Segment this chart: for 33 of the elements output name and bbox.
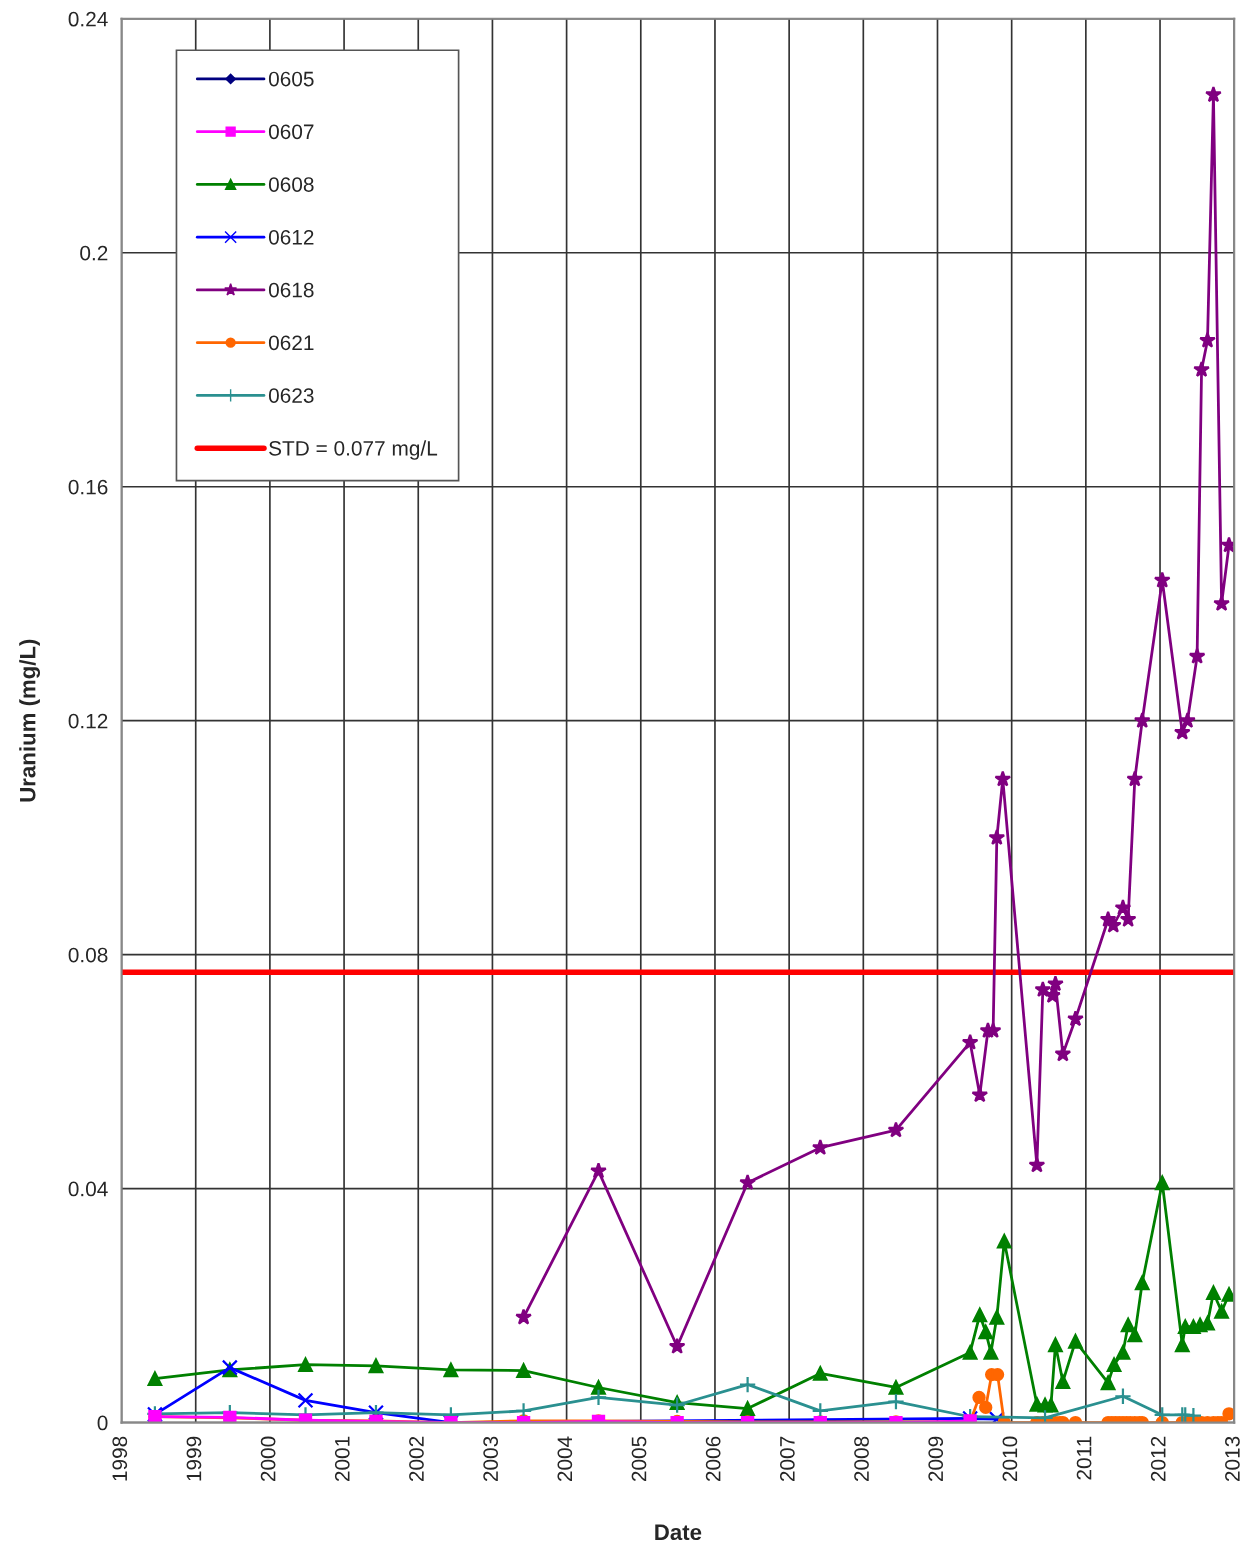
x-tick-label: 1998 — [112, 1436, 128, 1481]
x-tick-label: 2006 — [705, 1436, 721, 1482]
x-tick-label: 2000 — [260, 1436, 276, 1482]
y-tick-label: 0 — [97, 1415, 108, 1431]
y-tick-label: 0.24 — [68, 11, 108, 27]
y-tick-label: 0.08 — [68, 947, 108, 963]
x-tick-label: 2008 — [854, 1436, 869, 1482]
x-tick-label: 2009 — [928, 1436, 944, 1482]
legend-label: 0605 — [268, 71, 314, 87]
x-tick-label: 2002 — [409, 1436, 424, 1482]
y-tick-label: 0.2 — [80, 245, 108, 261]
legend-label: STD = 0.077 mg/L — [269, 440, 438, 460]
legend-label: 0618 — [268, 282, 314, 298]
y-tick-label: 0.12 — [68, 713, 108, 729]
x-tick-label: 1999 — [186, 1436, 202, 1481]
legend-label: 0608 — [268, 177, 314, 192]
x-tick-label: 2001 — [334, 1436, 350, 1482]
y-tick-label: 0.04 — [68, 1181, 108, 1197]
x-tick-label: 2004 — [557, 1436, 573, 1482]
y-tick-label: 0.16 — [68, 479, 108, 495]
legend-label: 0623 — [268, 388, 314, 403]
legend-label: 0607 — [268, 124, 314, 140]
x-tick-label: 2007 — [779, 1436, 795, 1482]
x-tick-label: 2012 — [1150, 1436, 1166, 1482]
x-tick-label: 2013 — [1225, 1436, 1240, 1482]
x-tick-label: 2003 — [483, 1436, 499, 1482]
x-tick-label: 2005 — [631, 1436, 647, 1482]
y-axis-title: Uranium (mg/L) — [19, 639, 41, 802]
legend-label: 0612 — [268, 229, 314, 245]
x-tick-label: 2011 — [1076, 1436, 1092, 1480]
x-axis-title: Date — [655, 1524, 702, 1541]
x-tick-label: 2010 — [1002, 1436, 1018, 1482]
legend-label: 0621 — [268, 335, 314, 351]
